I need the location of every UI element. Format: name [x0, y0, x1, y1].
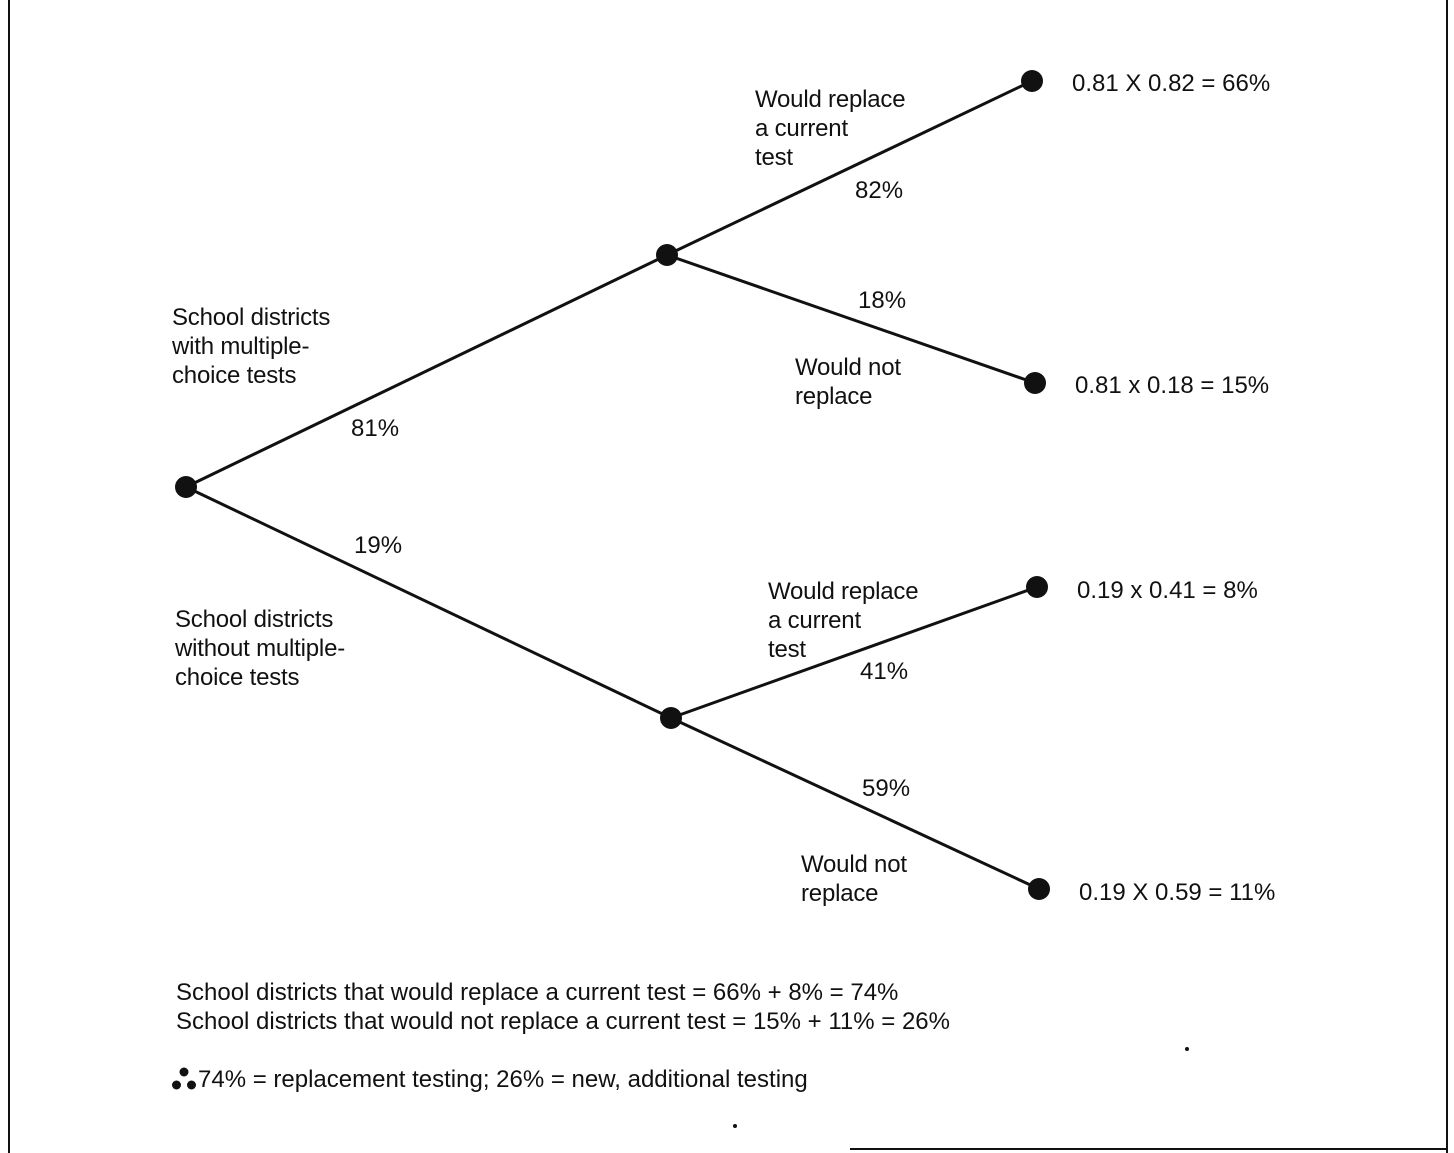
lower-branch-pct: 19%	[354, 532, 403, 559]
leaf-upper-replace	[1021, 70, 1043, 92]
lower-replace-label: Would replace a current test	[768, 578, 919, 663]
upper-branch-label: School districts with multiple- choice t…	[172, 304, 331, 389]
edge-upper-replace	[666, 79, 1033, 257]
upper-replace-pct: 82%	[855, 177, 904, 204]
edge-upper-not-replace	[666, 253, 1036, 385]
leaf-lower-replace	[1026, 576, 1048, 598]
edge-root-upper	[185, 253, 668, 489]
lower-not-replace-label: Would not replace	[801, 851, 907, 907]
node-upper	[656, 244, 678, 266]
lower-branch-label: School districts without multiple- choic…	[175, 606, 346, 691]
node-lower	[660, 707, 682, 729]
leaf-upper-not-replace	[1024, 372, 1046, 394]
outcome-upper-replace: 0.81 X 0.82 = 66%	[1072, 70, 1271, 97]
summary-not-replace-line: School districts that would not replace …	[176, 1008, 950, 1035]
scan-speck	[733, 1124, 737, 1128]
upper-not-replace-label: Would not replace	[795, 354, 901, 410]
upper-branch-pct: 81%	[351, 415, 400, 442]
edge-root-lower	[185, 485, 672, 720]
outcome-lower-not-replace: 0.19 X 0.59 = 11%	[1079, 879, 1276, 906]
summary-conclusion: 74% = replacement testing; 26% = new, ad…	[198, 1066, 808, 1093]
outcome-upper-not-replace: 0.81 x 0.18 = 15%	[1075, 372, 1270, 399]
edge-lower-not-replace	[670, 716, 1040, 891]
upper-not-replace-pct: 18%	[858, 287, 907, 314]
node-root	[175, 476, 197, 498]
scan-speck	[1185, 1047, 1189, 1051]
frame-left-border	[8, 0, 10, 1153]
outcome-lower-replace: 0.19 x 0.41 = 8%	[1077, 577, 1258, 604]
therefore-icon	[172, 1067, 196, 1090]
summary-replace-line: School districts that would replace a cu…	[176, 979, 899, 1006]
frame-right-border	[1446, 0, 1448, 1153]
lower-replace-pct: 41%	[860, 658, 909, 685]
lower-not-replace-pct: 59%	[862, 775, 911, 802]
upper-replace-label: Would replace a current test	[755, 86, 906, 171]
frame-bottom-border	[850, 1148, 1448, 1150]
edge-lower-replace	[670, 585, 1038, 720]
leaf-lower-not-replace	[1028, 878, 1050, 900]
